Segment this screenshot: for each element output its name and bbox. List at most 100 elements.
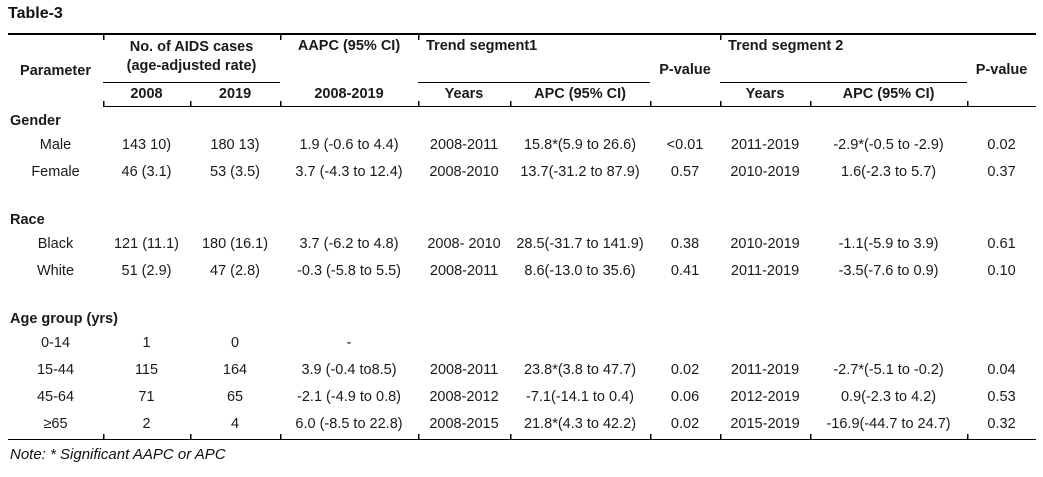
cell-parameter: Male	[39, 136, 72, 153]
cell: 0.02	[987, 136, 1016, 153]
cell: 46 (3.1)	[121, 163, 172, 180]
cell: 2015-2019	[720, 410, 811, 440]
cell: 0.02	[650, 410, 721, 440]
col-group-trend-segment1: Trend segment1	[418, 34, 651, 83]
cell-parameter: White	[36, 262, 75, 279]
section-label: Age group (yrs)	[10, 311, 118, 327]
cell: 0.06	[670, 388, 700, 405]
cell: -3.5(-7.6 to 0.9)	[838, 262, 939, 279]
cell	[418, 329, 510, 356]
cell: 164	[222, 361, 248, 378]
cell-parameter: ≥65	[8, 410, 103, 440]
table-row-age-15-44: 15-44 115 164 3.9 (-0.4 to8.5) 2008-2011…	[8, 356, 1036, 383]
cell: 1.6(-2.3 to 5.7)	[840, 163, 937, 180]
cell: 2008-2011	[429, 136, 499, 153]
cell: -	[346, 334, 352, 351]
cell: -2.7*(-5.1 to -0.2)	[833, 361, 944, 378]
cell: 180 13)	[210, 136, 260, 153]
cell: 23.8*(3.8 to 47.7)	[523, 361, 637, 378]
col-header-parameter: Parameter	[20, 62, 91, 79]
page-title: Table-3	[8, 5, 63, 22]
section-label: Race	[10, 212, 45, 228]
cell: 8.6(-13.0 to 35.6)	[524, 262, 636, 279]
cell: 4	[190, 410, 281, 440]
cell: 53 (3.5)	[210, 163, 260, 180]
cell	[510, 329, 650, 356]
cell: -1.1(-5.9 to 3.9)	[838, 235, 939, 252]
col-header-pvalue-2: P-value	[967, 34, 1037, 107]
cell-parameter: Black	[37, 235, 74, 252]
cell: -7.1(-14.1 to 0.4)	[526, 388, 635, 405]
section-row-gender: Gender	[8, 106, 1036, 131]
col-header-pvalue-1: P-value	[650, 34, 721, 107]
cell: 51 (2.9)	[121, 262, 172, 279]
cell: <0.01	[666, 136, 704, 153]
col-header-years-seg1: Years	[418, 82, 511, 107]
col-group-trend-segment2: Trend segment 2	[720, 34, 968, 83]
cell: 143 10)	[121, 136, 172, 153]
cell: -2.1 (-4.9 to 0.8)	[297, 388, 401, 405]
cell: 2008-2015	[418, 410, 511, 440]
cell: 0.32	[967, 410, 1037, 440]
cell: 2011-2019	[730, 361, 800, 378]
cell-parameter: 0-14	[40, 334, 71, 351]
cell: 0.61	[987, 235, 1016, 252]
section-row-race: Race	[8, 205, 1036, 230]
col-header-apc-seg2: APC (95% CI)	[810, 82, 968, 107]
data-table: Parameter No. of AIDS cases (age-adjuste…	[8, 33, 1037, 440]
cell: 2008-2010	[429, 163, 499, 180]
cell: 2008-2011	[429, 361, 499, 378]
cell: 2008- 2010	[427, 235, 501, 252]
cell: 2010-2019	[730, 235, 800, 252]
section-row-age-group: Age group (yrs)	[8, 304, 1036, 329]
cell: 2	[103, 410, 190, 440]
cell: 2012-2019	[730, 388, 800, 405]
cell: 3.7 (-4.3 to 12.4)	[295, 163, 403, 180]
col-header-aapc-period: 2008-2019	[280, 82, 419, 107]
table-row-age-45-64: 45-64 71 65 -2.1 (-4.9 to 0.8) 2008-2012…	[8, 383, 1036, 410]
cell	[650, 329, 720, 356]
cell: 0.02	[670, 361, 700, 378]
col-group-aids-cases-line1: No. of AIDS cases	[129, 39, 254, 55]
table-row-male: Male 143 10) 180 13) 1.9 (-0.6 to 4.4) 2…	[8, 131, 1036, 158]
cell: 6.0 (-8.5 to 22.8)	[280, 410, 419, 440]
cell: 0.53	[987, 388, 1016, 405]
col-group-aids-cases-line2: (age-adjusted rate)	[126, 58, 257, 74]
cell: 0.10	[987, 262, 1016, 279]
table-row-black: Black 121 (11.1) 180 (16.1) 3.7 (-6.2 to…	[8, 230, 1036, 257]
cell: 0.9(-2.3 to 4.2)	[840, 388, 937, 405]
cell: 2011-2019	[730, 262, 800, 279]
table-header: Parameter No. of AIDS cases (age-adjuste…	[8, 34, 1037, 107]
col-header-aapc: AAPC (95% CI)	[280, 34, 419, 82]
cell: 15.8*(5.9 to 26.6)	[523, 136, 637, 153]
cell: 1.9 (-0.6 to 4.4)	[299, 136, 399, 153]
col-header-2008: 2008	[103, 82, 190, 107]
cell: 2008-2012	[429, 388, 499, 405]
table-row-female: Female 46 (3.1) 53 (3.5) 3.7 (-4.3 to 12…	[8, 158, 1036, 185]
header-row-subcolumns: 2008 2019 2008-2019 Years APC (95% CI) Y…	[8, 82, 1036, 107]
cell: 3.9 (-0.4 to8.5)	[301, 361, 397, 378]
header-row-groups: Parameter No. of AIDS cases (age-adjuste…	[8, 34, 1037, 107]
col-header-years-seg2: Years	[720, 82, 811, 107]
spacer-row	[8, 284, 1036, 304]
cell	[810, 329, 967, 356]
cell: 1	[142, 334, 151, 351]
cell: 47 (2.8)	[210, 262, 260, 279]
col-header-apc-seg1: APC (95% CI)	[510, 82, 651, 107]
table-row-white: White 51 (2.9) 47 (2.8) -0.3 (-5.8 to 5.…	[8, 257, 1036, 284]
table-body: Gender Male 143 10) 180 13) 1.9 (-0.6 to…	[8, 106, 1037, 440]
cell: 0.41	[670, 262, 700, 279]
cell: 0.37	[987, 163, 1016, 180]
cell: -16.9(-44.7 to 24.7)	[810, 410, 968, 440]
cell: -2.9*(-0.5 to -2.9)	[833, 136, 944, 153]
cell-parameter: 15-44	[36, 361, 75, 378]
cell: 3.7 (-6.2 to 4.8)	[299, 235, 399, 252]
cell: 28.5(-31.7 to 141.9)	[516, 235, 644, 252]
col-header-2019: 2019	[190, 82, 281, 107]
cell: -0.3 (-5.8 to 5.5)	[297, 262, 401, 279]
cell	[720, 329, 810, 356]
cell: 0.57	[670, 163, 700, 180]
cell: 2011-2019	[730, 136, 800, 153]
cell: 2008-2011	[429, 262, 499, 279]
